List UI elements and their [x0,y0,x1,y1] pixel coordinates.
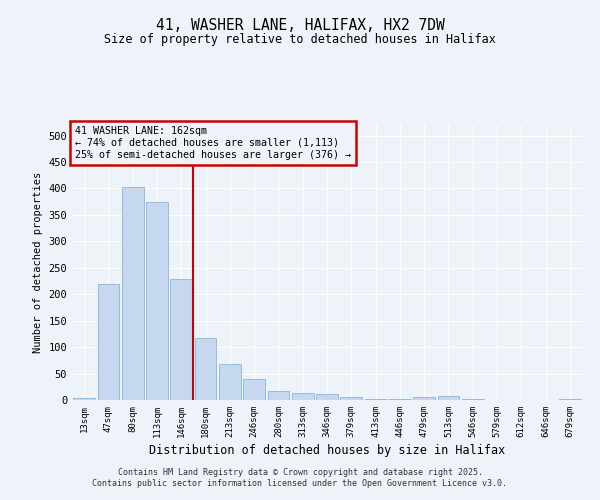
Bar [437,396,460,400]
Bar [73,398,95,400]
Bar [194,338,217,400]
Text: Size of property relative to detached houses in Halifax: Size of property relative to detached ho… [104,32,496,46]
Bar [268,391,289,400]
Bar [122,187,143,400]
Bar [146,202,168,400]
Text: 41, WASHER LANE, HALIFAX, HX2 7DW: 41, WASHER LANE, HALIFAX, HX2 7DW [155,18,445,32]
Bar [97,284,119,400]
X-axis label: Distribution of detached houses by size in Halifax: Distribution of detached houses by size … [149,444,505,457]
Bar [170,280,192,400]
Bar [413,397,435,400]
Text: 41 WASHER LANE: 162sqm
← 74% of detached houses are smaller (1,113)
25% of semi-: 41 WASHER LANE: 162sqm ← 74% of detached… [74,126,350,160]
Bar [340,398,362,400]
Bar [292,393,314,400]
Bar [365,399,386,400]
Bar [219,364,241,400]
Text: Contains HM Land Registry data © Crown copyright and database right 2025.
Contai: Contains HM Land Registry data © Crown c… [92,468,508,487]
Y-axis label: Number of detached properties: Number of detached properties [33,172,43,353]
Bar [243,379,265,400]
Bar [316,394,338,400]
